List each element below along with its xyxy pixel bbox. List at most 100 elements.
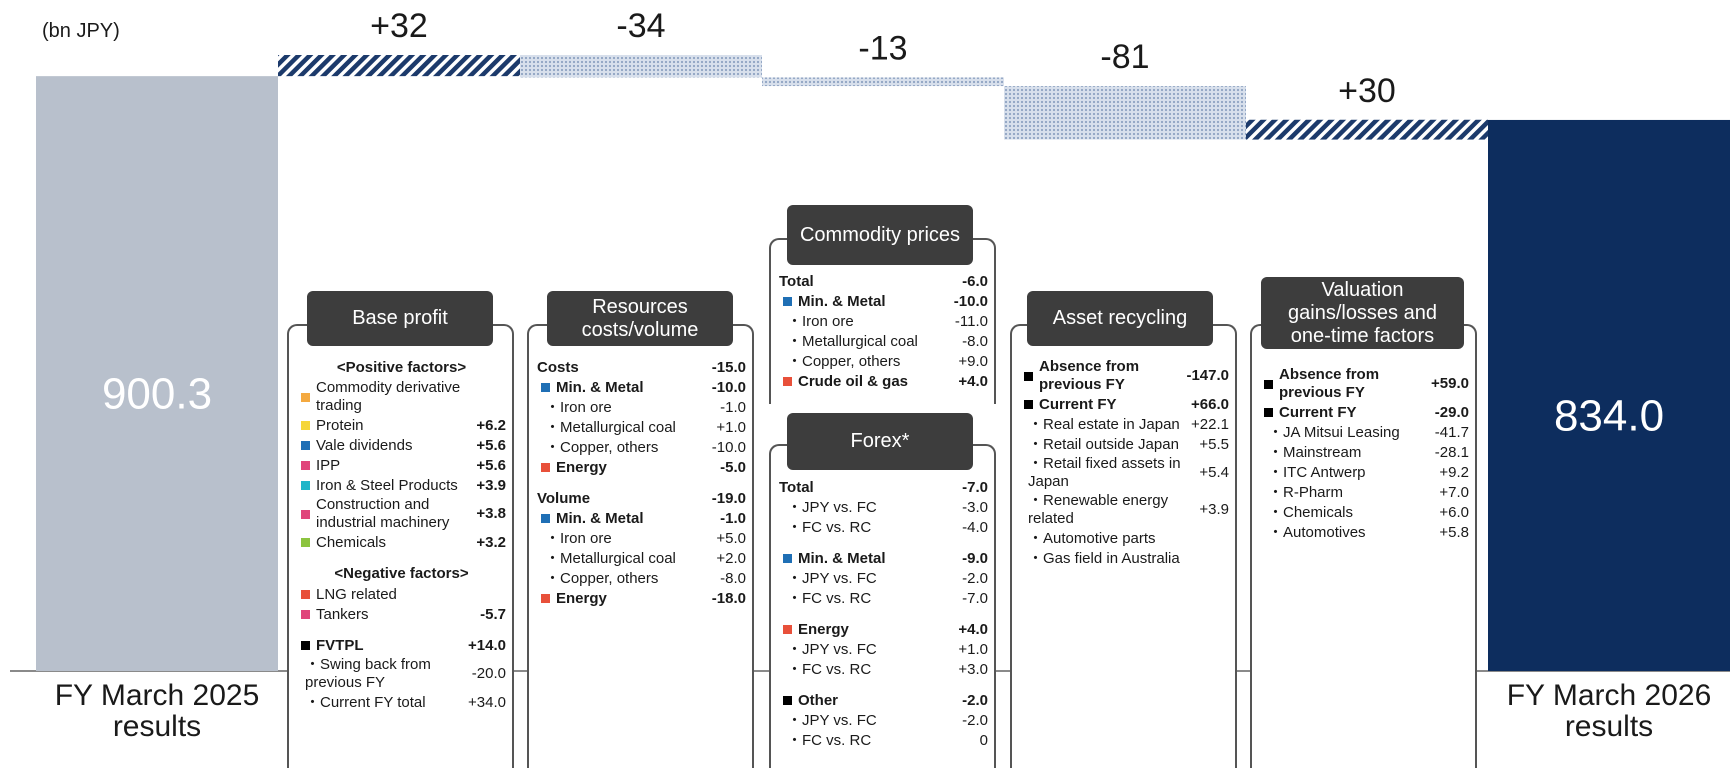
row-value: +6.0 [1439,503,1469,521]
row-value: -3.0 [962,498,988,516]
row-value: +14.0 [468,636,506,654]
panel-row: ・Metallurgical coal -8.0 [779,332,988,351]
row-label: Chemicals [316,533,387,551]
panel-row: Costs -15.0 [537,358,746,377]
panel-row: ・ITC Antwerp +9.2 [1260,463,1469,482]
panel-row: ・Automotives +5.8 [1260,523,1469,542]
row-value: -4.0 [962,518,988,536]
row-value: +22.1 [1191,415,1229,433]
row-label: Energy [556,589,607,607]
panel-row: ・Metallurgical coal +2.0 [537,549,746,568]
row-value: +1.0 [716,418,746,436]
value-label: 900.3 [102,370,212,419]
panel-group: Volume -19.0 Min. & Metal -1.0 ・Iron ore +5.0… [537,489,746,608]
row-label: Construction and industrial machinery [316,496,450,531]
value-label: 834.0 [1554,391,1664,440]
panel-row: Chemicals +3.2 [297,533,506,552]
row-label: Tankers [316,605,369,623]
row-label: ・Real estate in Japan [1028,415,1180,433]
panel-row: Absence from previous FY +59.0 [1260,366,1469,402]
bullet [541,514,550,523]
row-value: +3.8 [476,505,506,522]
row-value: +1.0 [958,640,988,658]
row-label: ・Automotives [1268,523,1366,541]
panel-row: ・Retail outside Japan +5.5 [1020,435,1229,454]
panel-row: LNG related [297,585,506,604]
row-value: +7.0 [1439,483,1469,501]
row-label: ・Current FY total [305,693,426,711]
row-label: ・JPY vs. FC [787,640,877,658]
row-label: ・FC vs. RC [787,518,872,536]
panel-row: ・Copper, others +9.0 [779,352,988,371]
group-title: <Positive factors> [336,359,467,376]
bullet [301,641,310,650]
row-label: Protein [316,416,364,434]
row-label: ・JPY vs. FC [787,498,877,516]
row-label: Total [779,272,814,290]
row-value: -7.0 [962,478,988,496]
panel-row: Energy -5.0 [537,458,746,477]
panel-group: Total -7.0 ・JPY vs. FC -3.0 ・FC vs. RC -4.0 [779,478,988,537]
value-label: -81 [1100,38,1149,76]
panel-row: ・Iron ore -1.0 [537,398,746,417]
panel-row: ・Current FY total +34.0 [297,693,506,712]
panel-row: Commodity derivative trading [297,379,506,415]
row-label: ・Iron ore [787,312,854,330]
row-value: -11.0 [954,312,988,330]
panel-group: Min. & Metal -9.0 ・JPY vs. FC -2.0 ・FC vs. R… [779,549,988,608]
row-value: +3.0 [958,660,988,678]
panel-group: Costs -15.0 Min. & Metal -10.0 ・Iron ore -1.0… [537,358,746,477]
panel-title: Resources costs/volume [547,291,733,346]
panel-group: Absence from previous FY +59.0 Current FY -… [1260,366,1469,542]
value-label: +32 [370,7,428,45]
row-value: -8.0 [962,332,988,350]
bullet [301,461,310,470]
row-label: Min. & Metal [556,378,644,396]
row-label: ・JPY vs. FC [787,569,877,587]
row-value: -10.0 [953,292,988,310]
row-label: Energy [798,620,849,638]
row-value: +59.0 [1431,375,1469,392]
panel-row: Total -6.0 [779,272,988,291]
bullet [301,590,310,599]
row-label: ・R-Pharm [1268,483,1344,501]
panel-row: Construction and industrial machinery +3.… [297,496,506,532]
row-label: Vale dividends [316,436,413,454]
panel-row: ・Iron ore -11.0 [779,312,988,331]
row-value: -28.1 [1434,443,1469,461]
row-label: ・ITC Antwerp [1268,463,1366,481]
panel-row: Min. & Metal -10.0 [779,292,988,311]
bullet [783,554,792,563]
row-value: -41.7 [1434,423,1469,441]
row-value: -15.0 [711,358,746,376]
row-value: 0 [979,731,988,749]
panel-row: ・Automotive parts [1020,529,1229,548]
bullet [783,696,792,705]
row-value: -9.0 [962,549,988,567]
panel-row: ・FC vs. RC -7.0 [779,589,988,608]
bullet [541,594,550,603]
panel-row: Tankers -5.7 [297,605,506,624]
panel-row: ・JPY vs. FC -2.0 [779,711,988,730]
category-label: FY March 2025 results [54,679,260,743]
row-value: -20.0 [471,665,506,682]
row-value: +5.4 [1199,464,1229,481]
row-label: ・Gas field in Australia [1028,549,1180,567]
bullet [301,610,310,619]
panel-row: ・FC vs. RC +3.0 [779,660,988,679]
panel-row: ・Copper, others -8.0 [537,569,746,588]
panel-group: Absence from previous FY -147.0 Current FY… [1020,358,1229,568]
panel-row: Energy -18.0 [537,589,746,608]
bullet [783,297,792,306]
row-label: ・FC vs. RC [787,731,872,749]
row-label: LNG related [316,585,397,603]
panel-row: Volume -19.0 [537,489,746,508]
row-label: Energy [556,458,607,476]
category-label: FY March 2026 results [1506,679,1712,743]
panel-row: ・Iron ore +5.0 [537,529,746,548]
bar [1004,86,1246,140]
row-label: Current FY [1279,403,1357,421]
row-value: -2.0 [962,569,988,587]
